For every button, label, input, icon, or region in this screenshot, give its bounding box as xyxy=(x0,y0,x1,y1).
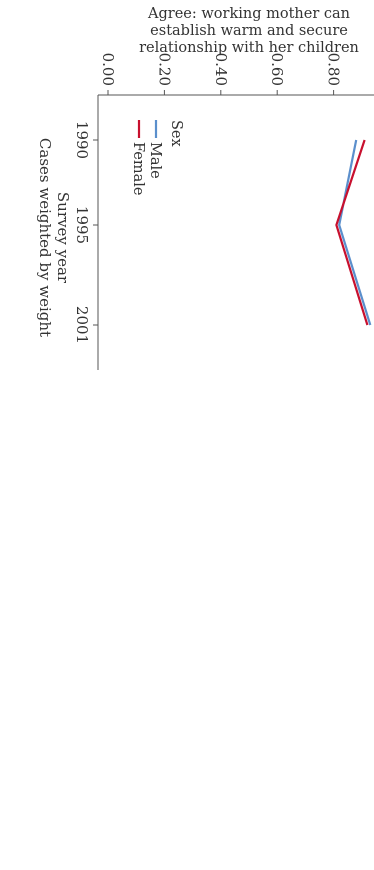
y-axis-title-line: establish warm and secure xyxy=(150,23,348,39)
y-tick-label: 0.00 xyxy=(99,53,117,86)
y-tick-label: 0.40 xyxy=(212,53,230,86)
series-line-male xyxy=(338,139,372,326)
series-line-female xyxy=(335,139,369,326)
x-tick-label: 2001 xyxy=(73,306,91,344)
y-axis-title-line: relationship with her children xyxy=(139,40,359,56)
y-axis-title-line: Agree: working mother can xyxy=(147,6,350,22)
legend-title: Sex xyxy=(168,120,184,147)
x-tick-label: 1990 xyxy=(73,121,91,159)
y-tick-label: 0.20 xyxy=(155,53,173,86)
y-tick-label: 0.80 xyxy=(325,53,343,86)
legend-label-male: Male xyxy=(147,142,163,179)
x-tick-label: 1995 xyxy=(73,206,91,244)
legend-label-female: Female xyxy=(130,142,146,195)
weighting-note: Cases weighted by weight xyxy=(36,138,54,337)
x-axis-title: Survey year xyxy=(54,192,72,284)
y-tick-label: 0.60 xyxy=(268,53,286,86)
chart-panel-1: 0.000.200.400.600.801.00Agree: working m… xyxy=(36,6,374,370)
